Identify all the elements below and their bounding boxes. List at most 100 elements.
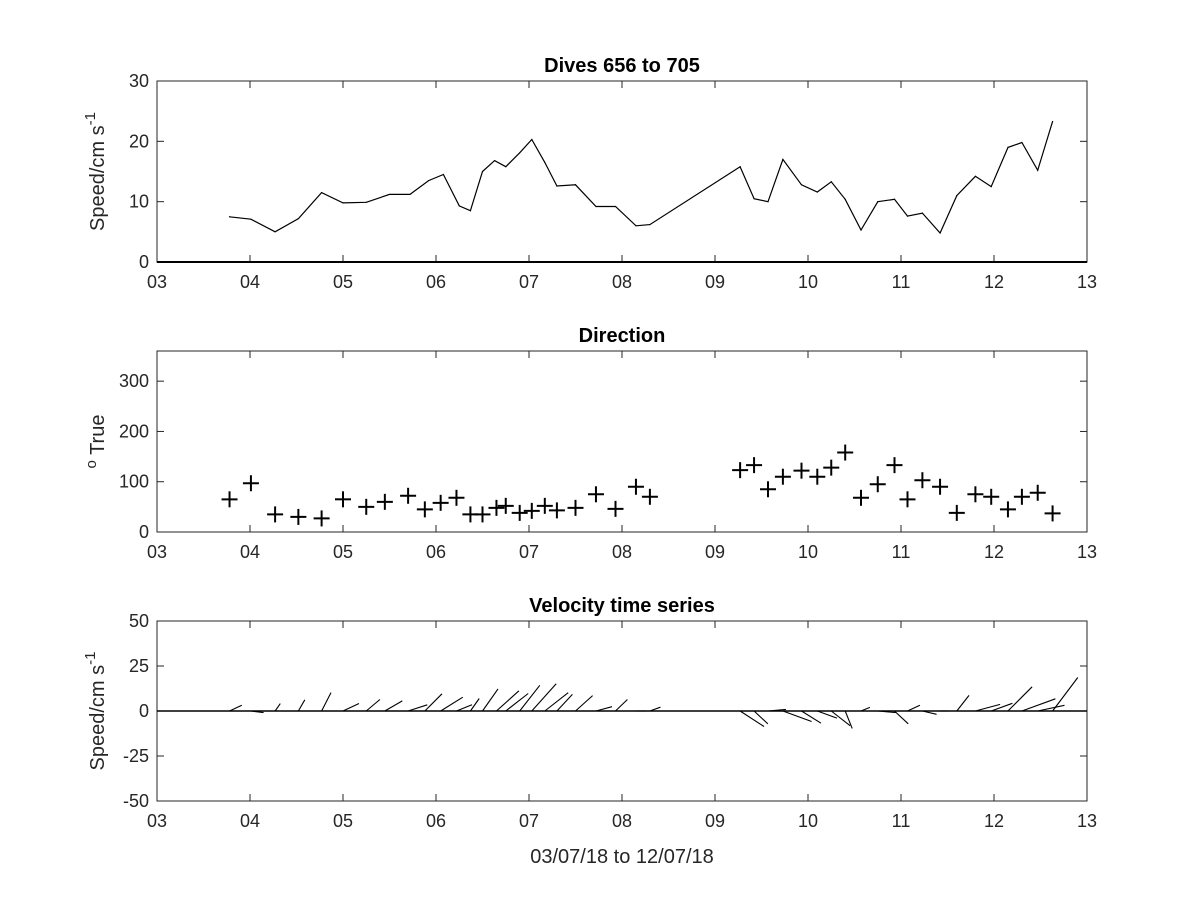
velocity-stick (991, 702, 1013, 712)
speed-point (830, 181, 832, 183)
velocity-stick (519, 684, 541, 712)
direction-point (548, 502, 565, 519)
velocity-stick (922, 710, 937, 715)
velocity-stick (496, 690, 520, 712)
y-axis-label-text: Speed/cm s (87, 125, 109, 231)
direction-point (587, 486, 604, 503)
velocity-stick (975, 703, 1001, 712)
direction-point (290, 508, 307, 525)
velocity-stick (615, 699, 628, 712)
x-tick-label: 13 (1077, 272, 1097, 292)
y-tick-label: 300 (119, 371, 149, 391)
direction-point (774, 468, 791, 485)
velocity-stick (229, 704, 243, 712)
velocity-stick (860, 706, 871, 712)
y-tick-label: 100 (119, 472, 149, 492)
direction-point (267, 506, 284, 523)
speed-point (739, 166, 741, 168)
panel-3: 03 04 05 06 07 08 09 10 11 12 13 -50 -25 0 25 50 Velocit… (82, 595, 1097, 868)
x-tick-label: 13 (1077, 811, 1097, 831)
speed-series-line (229, 121, 1054, 235)
velocity-stick (342, 703, 360, 712)
direction-point (432, 494, 449, 511)
speed-point (442, 173, 445, 176)
x-tick-label: 10 (798, 542, 818, 562)
x-tick-label: 09 (705, 272, 725, 292)
direction-point (967, 486, 984, 503)
velocity-stick (595, 706, 613, 712)
x-tick-label: 11 (892, 542, 911, 562)
speed-point (1007, 146, 1009, 148)
direction-point (607, 500, 624, 517)
speed-point (544, 161, 546, 164)
direction-point (886, 457, 903, 474)
velocity-stick (1037, 704, 1065, 712)
axes-box (156, 80, 1088, 263)
direction-point (837, 444, 854, 461)
velocity-stick (556, 694, 573, 712)
direction-point (853, 489, 870, 506)
x-tick-label: 03 (147, 272, 167, 292)
direction-point (448, 489, 465, 506)
direction-point (497, 497, 514, 514)
velocity-stick (424, 693, 443, 712)
x-tick-label: 04 (240, 272, 260, 292)
speed-point (505, 166, 507, 168)
speed-point (635, 225, 637, 227)
chart-title: Velocity time series (529, 595, 715, 617)
speed-point (321, 192, 323, 194)
x-tick-label: 12 (984, 811, 1004, 831)
x-tick-label: 12 (984, 542, 1004, 562)
speed-point (800, 184, 803, 186)
speed-point (458, 205, 460, 207)
direction-point (242, 475, 259, 492)
x-tick-label: 03 (147, 542, 167, 562)
y-tick-label: 25 (129, 656, 149, 676)
direction-point (1029, 484, 1046, 501)
velocity-stick (830, 710, 851, 727)
speed-point (481, 170, 484, 173)
x-tick-label: 06 (426, 272, 446, 292)
velocity-stick (456, 704, 473, 712)
y-axis-label: o True (83, 415, 109, 469)
velocity-stick (505, 693, 529, 712)
direction-point (567, 499, 584, 516)
x-tick-label: 09 (705, 811, 725, 831)
direction-point (760, 481, 777, 498)
velocity-stick (782, 710, 812, 723)
direction-point (627, 478, 644, 495)
velocity-stick (817, 710, 838, 719)
speed-point (860, 229, 862, 231)
speed-point (990, 185, 992, 188)
direction-point (1044, 505, 1061, 522)
speed-point (556, 185, 558, 187)
speed-point (956, 195, 958, 197)
direction-point (869, 476, 886, 493)
y-axis-label: Speed/cm s-1 (82, 112, 109, 231)
velocity-stick (956, 695, 970, 712)
x-tick-label: 05 (333, 811, 353, 831)
speed-point (614, 205, 617, 208)
velocity-stick (844, 710, 853, 729)
x-tick-label: 07 (519, 542, 539, 562)
direction-point (746, 457, 763, 474)
velocity-stick (1007, 686, 1033, 712)
speed-point (649, 223, 651, 226)
x-tick-label: 11 (892, 272, 911, 292)
y-tick-label: -50 (123, 791, 149, 811)
direction-point (999, 501, 1016, 518)
y-tick-label: 0 (139, 522, 149, 542)
direction-point (899, 491, 916, 508)
y-tick-label: 200 (119, 421, 149, 441)
velocity-stick (877, 710, 896, 714)
x-tick-label: 08 (612, 542, 632, 562)
direction-point (523, 502, 540, 519)
speed-point (906, 215, 909, 217)
direction-point (313, 510, 330, 527)
direction-point (809, 468, 826, 485)
direction-point (400, 487, 417, 504)
direction-point (932, 478, 949, 495)
velocity-stick (365, 699, 381, 712)
x-tick-label: 09 (705, 542, 725, 562)
